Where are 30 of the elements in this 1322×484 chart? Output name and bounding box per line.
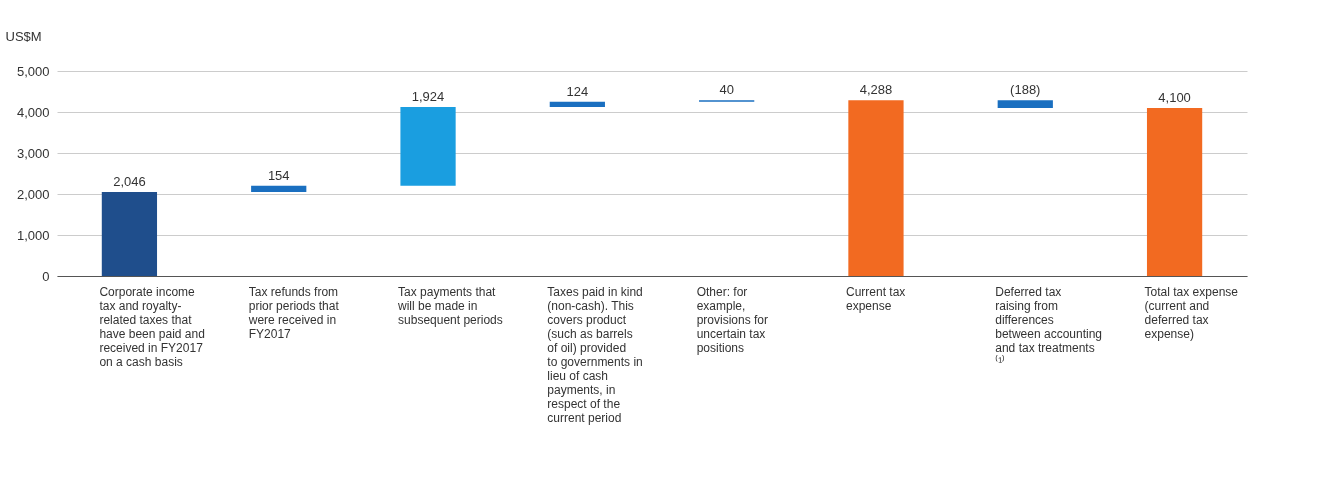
bar [549,101,605,107]
data-label: 1,924 [411,88,445,104]
x-tick-label: Corporate income tax and royalty-related taxes that have been paid and received in FY2017 on a cash basis [99,284,205,369]
data-label: 124 [566,83,589,99]
x-tick-label: Deferred tax raising from differences between accounting and tax treatments ⁽¹⁾ [995,284,1103,369]
y-tick-label: 0 [42,268,50,284]
y-tick-label: 4,000 [16,104,50,120]
data-label: 154 [267,167,290,183]
y-tick-label: 5,000 [16,63,50,79]
x-tick-label: Other: for example, provisions for uncertain tax positions [696,284,769,355]
data-label: 4,288 [859,82,893,98]
data-label: 2,046 [113,174,146,190]
y-axis-title: US$M [5,28,42,44]
y-tick-label: 1,000 [16,227,50,243]
x-tick-label: Total tax expense (current and deferred tax expense) [1144,284,1239,341]
bar [848,100,904,276]
x-tick-label: Tax refunds from prior periods that were received in FY2017 [247,284,340,341]
bar [1146,107,1203,276]
category-label: Taxes paid in kind (non-cash). This covers product (such as barrels of oil) provided to governments in lieu of cash payments, in respect of the current period [547,284,643,425]
x-tick-label: Tax payments that will be made in subsequent periods [397,284,503,327]
x-tick-label: Current tax expense [845,284,906,313]
data-label: 4,100 [1158,89,1191,105]
data-label: (188) [1010,82,1041,98]
y-tick-label: 3,000 [16,145,50,161]
y-tick-label: 2,000 [16,186,50,202]
bar [101,192,158,276]
data-label: 40 [719,82,734,98]
bar [400,106,456,186]
bar [997,100,1053,108]
bar [251,185,307,193]
